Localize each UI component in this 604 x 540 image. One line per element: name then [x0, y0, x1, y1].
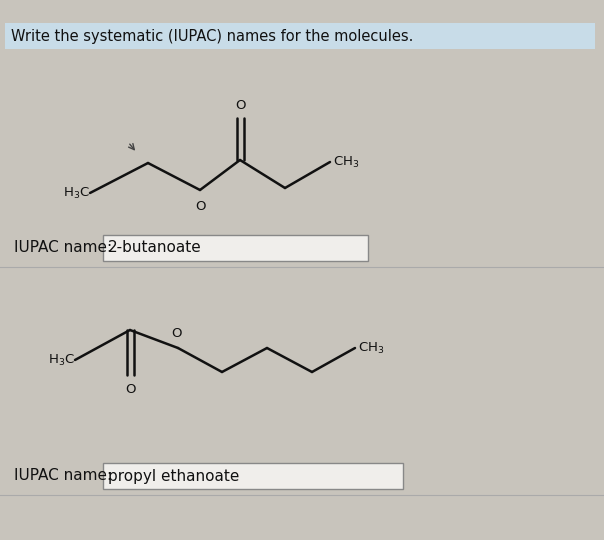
- FancyBboxPatch shape: [103, 235, 368, 261]
- Text: IUPAC name:: IUPAC name:: [14, 240, 112, 255]
- FancyBboxPatch shape: [5, 23, 595, 49]
- Text: H$_3$C: H$_3$C: [63, 185, 90, 200]
- Text: O: O: [125, 383, 135, 396]
- Text: H$_3$C: H$_3$C: [48, 353, 75, 368]
- Text: CH$_3$: CH$_3$: [333, 154, 359, 170]
- Text: O: O: [235, 99, 245, 112]
- Text: 2-butanoate: 2-butanoate: [108, 240, 202, 255]
- Text: O: O: [194, 200, 205, 213]
- Text: IUPAC name:: IUPAC name:: [14, 469, 112, 483]
- Text: Write the systematic (IUPAC) names for the molecules.: Write the systematic (IUPAC) names for t…: [11, 29, 413, 44]
- Text: CH$_3$: CH$_3$: [358, 340, 385, 355]
- Text: O: O: [171, 327, 181, 340]
- Text: propyl ethanoate: propyl ethanoate: [108, 469, 239, 483]
- FancyBboxPatch shape: [103, 463, 403, 489]
